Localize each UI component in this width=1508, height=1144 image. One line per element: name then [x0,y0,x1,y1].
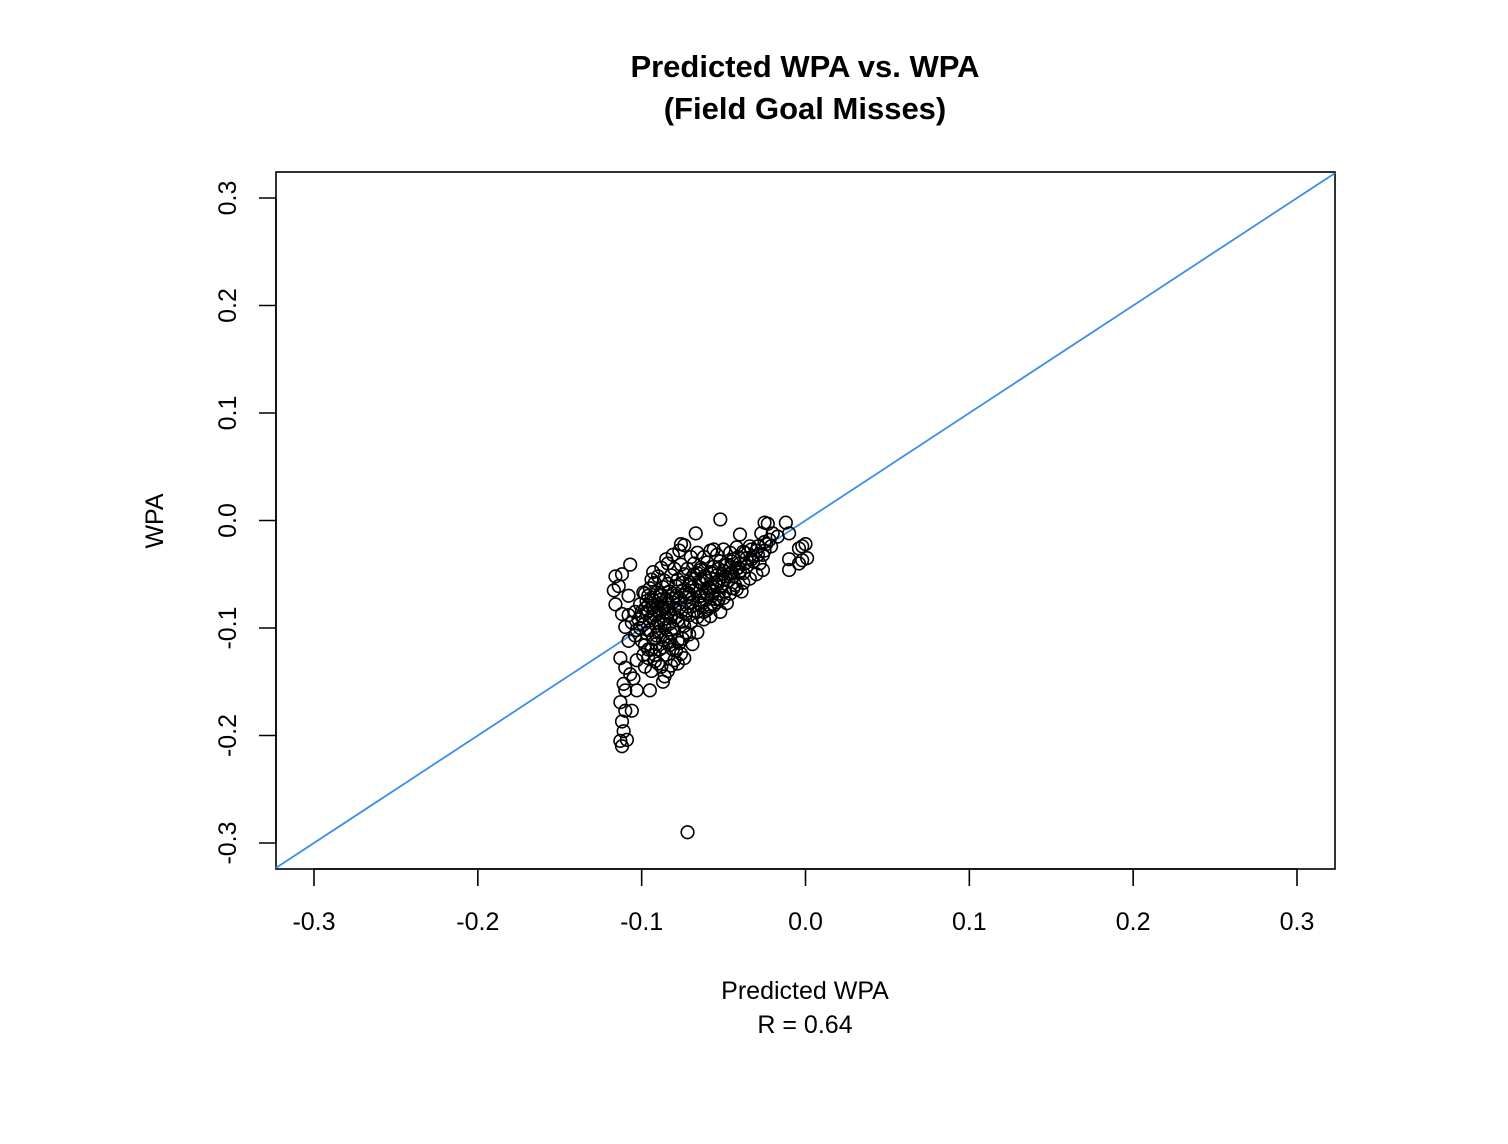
data-point [608,597,623,612]
data-point [614,567,630,582]
data-point [614,606,630,622]
data-point [782,526,797,541]
data-point [659,611,674,626]
data-point [641,588,656,603]
data-point [613,733,628,748]
data-point [647,575,662,590]
data-point [795,539,810,554]
data-point [613,695,628,710]
data-point [616,724,631,739]
x-tick-label: -0.2 [456,908,499,936]
data-point [706,542,721,557]
data-point [737,545,752,560]
data-point [673,537,689,552]
data-point [706,584,721,599]
reference-line [275,172,1336,869]
data-point [732,564,748,580]
data-point [680,825,695,840]
data-point [646,564,661,580]
y-tick-label: 0.2 [214,288,242,323]
x-tick-label: 0.2 [1116,908,1151,936]
data-point [688,526,703,541]
x-axis-note: R = 0.64 [757,1011,852,1039]
data-point [606,583,621,598]
data-point [613,650,628,666]
data-point [683,575,698,590]
data-point [757,534,772,550]
data-point [678,606,694,622]
data-point [618,683,633,698]
points-layer [606,512,815,840]
data-point [713,512,728,527]
data-point [660,663,675,679]
x-tick-label: 0.3 [1280,908,1315,936]
data-point [782,562,797,578]
data-point [798,537,813,552]
data-point [693,562,708,578]
data-point [623,557,638,572]
x-tick-label: 0.0 [788,908,823,936]
x-axis-label: Predicted WPA [721,977,889,1005]
x-tick-label: -0.3 [292,908,335,936]
x-tick-label: -0.1 [620,908,663,936]
chart-subtitle: (Field Goal Misses) [664,91,947,126]
data-point [621,588,636,603]
data-point [619,732,635,747]
chart-title: Predicted WPA vs. WPA [630,49,979,84]
data-point [716,572,731,587]
data-point [744,542,759,557]
data-point [642,683,657,698]
data-point [682,627,697,642]
data-point [634,633,649,649]
data-point [623,667,638,682]
data-point [657,616,672,631]
y-tick-label: -0.2 [214,714,242,757]
data-point [755,562,771,578]
data-point [732,527,748,542]
data-point [608,569,623,584]
x-tick-label: 0.1 [952,908,987,936]
data-point [641,650,656,666]
y-tick-label: 0.0 [214,503,242,538]
y-tick-label: -0.3 [214,821,242,864]
y-tick-label: 0.1 [214,396,242,431]
x-axis: -0.3 -0.2 -0.1 0.0 0.1 0.2 0.3 [292,868,1315,936]
data-point [673,646,689,661]
y-axis: -0.3 -0.2 -0.1 0.0 0.1 0.2 0.3 [214,181,277,865]
data-point [691,596,707,611]
data-point [660,600,675,615]
y-axis-label: WPA [141,493,169,548]
data-point [618,703,633,718]
data-point [791,556,807,571]
data-point [716,542,731,557]
y-tick-label: 0.3 [214,181,242,216]
data-point [644,642,659,657]
data-point [690,625,705,640]
data-point [624,703,639,718]
data-point [626,671,641,686]
reference-line-layer [275,172,1336,869]
y-tick-label: -0.1 [214,606,242,649]
data-point [677,650,692,666]
